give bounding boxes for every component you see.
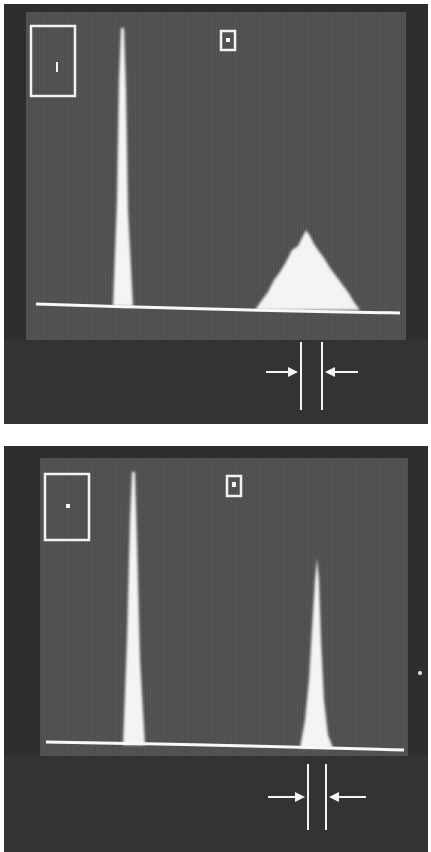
screen-bezel: [4, 340, 428, 424]
marker-dot: [232, 482, 236, 487]
cursor-dot: [66, 504, 70, 508]
marker-dot: [226, 38, 230, 42]
bottom-screen: [4, 446, 428, 852]
page: (() => { const data = JSON.parse(documen…: [0, 0, 431, 852]
top-screen: [4, 4, 428, 424]
screen-bezel: [4, 756, 428, 852]
cursor-dot: [56, 62, 58, 72]
screen-area: [40, 458, 408, 758]
photo: [0, 0, 431, 852]
speck: [418, 671, 422, 675]
